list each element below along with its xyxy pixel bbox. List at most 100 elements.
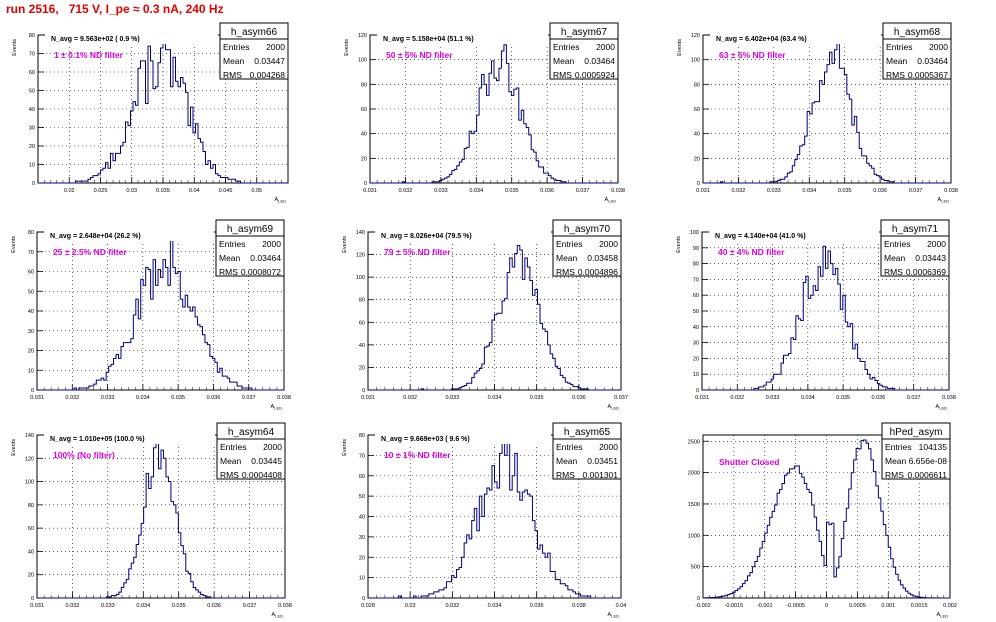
stats-value-entries: 2000 <box>263 442 282 452</box>
panel-h_asym64: 0.031 0.032 0.033 0.034 0.035 0.036 0.037 0.038… <box>11 422 292 619</box>
x-axis-label-subscript: LED <box>941 199 949 204</box>
x-axis-label: ALED <box>271 404 283 411</box>
y-axis-label: Events <box>677 39 683 56</box>
y-tick-label: 10 <box>693 372 699 378</box>
histogram-name: hPed_asym <box>890 427 943 438</box>
x-tick-label: 0.032 <box>732 188 746 194</box>
x-axis-label-subscript: LED <box>611 406 619 411</box>
stats-value-entries: 2000 <box>927 239 946 249</box>
x-tick-label: 0.031 <box>695 395 709 401</box>
y-tick-label: 60 <box>359 474 365 480</box>
stats-label-entries: Entries <box>220 442 246 452</box>
y-tick-label: 80 <box>361 82 367 88</box>
navg-label: N_avg = 5.158e+04 (51.1 %) <box>383 36 474 43</box>
histogram-name: h_asym67 <box>561 27 608 38</box>
y-tick-label: 40 <box>29 107 35 113</box>
panel-h_asym66: 0.02 0.025 0.03 0.035 0.04 0.045 0.05 0 10 20 30 40… <box>12 22 289 204</box>
stats-label-mean: Mean <box>556 456 578 466</box>
navg-label: N_avg = 8.026e+04 (79.5 %) <box>381 233 472 240</box>
stats-label-entries: Entries <box>556 442 582 452</box>
stats-label-rms: RMS <box>886 70 905 80</box>
y-tick-label: 2500 <box>688 439 700 445</box>
x-tick-label: -0.002 <box>695 603 711 609</box>
histogram-name: h_asym64 <box>228 427 275 438</box>
stats-value-mean: 0.03464 <box>250 253 281 263</box>
y-tick-label: 0 <box>697 596 700 602</box>
y-tick-label: 60 <box>28 526 34 532</box>
x-tick-label: 0.035 <box>530 395 544 401</box>
x-tick-label: 0.036 <box>540 188 554 194</box>
x-tick-label: 0.035 <box>172 603 186 609</box>
x-tick-label: 0.032 <box>399 188 413 194</box>
stats-value-rms: 0.0008072 <box>241 267 281 277</box>
histogram-bars <box>702 245 949 391</box>
y-tick-label: 30 <box>693 341 699 347</box>
stats-label-rms: RMS <box>884 267 903 277</box>
histogram-bars <box>38 40 288 184</box>
y-tick-label: 1000 <box>688 533 700 539</box>
y-tick-label: 60 <box>693 293 699 299</box>
stats-label-rms: RMS <box>223 70 242 80</box>
stats-label-mean: Mean <box>884 253 906 263</box>
y-tick-label: 0 <box>32 181 35 187</box>
navg-box <box>44 230 214 241</box>
y-tick-label: 40 <box>693 325 699 331</box>
histogram-bars <box>370 44 618 184</box>
x-tick-label: 0.037 <box>243 603 257 609</box>
y-tick-label: 40 <box>359 343 365 349</box>
y-tick-label: 0 <box>31 388 34 394</box>
x-axis-label-subscript: LED <box>940 614 948 619</box>
y-tick-label: 70 <box>359 453 365 459</box>
x-tick-label: 0.038 <box>572 603 586 609</box>
stats-value-entries: 2000 <box>266 42 285 52</box>
x-axis-label: ALED <box>608 612 620 619</box>
y-tick-label: 40 <box>28 549 34 555</box>
y-tick-label: 40 <box>694 132 700 138</box>
x-tick-label: 0.045 <box>219 188 233 194</box>
x-tick-label: 0.033 <box>766 395 780 401</box>
y-tick-label: 0 <box>362 388 365 394</box>
stats-label-mean: Mean <box>886 56 908 66</box>
x-tick-label: 0.031 <box>30 603 44 609</box>
y-tick-label: 60 <box>359 320 365 326</box>
y-tick-label: 40 <box>28 309 34 315</box>
stats-value-mean: 0.03451 <box>587 456 618 466</box>
stats-value-mean: 0.03447 <box>254 56 285 66</box>
y-tick-label: 70 <box>29 52 35 58</box>
y-tick-label: 0 <box>364 181 367 187</box>
stats-label-rms: RMS <box>553 70 572 80</box>
panel-h_asym70: 0.031 0.032 0.033 0.034 0.035 0.036 0.037 0 20 40… <box>342 219 628 411</box>
y-axis-label: Events <box>342 439 348 456</box>
y-tick-label: 0 <box>362 596 365 602</box>
y-axis-label: Events <box>344 39 350 56</box>
y-tick-label: 2000 <box>688 471 700 477</box>
x-tick-label: 0.05 <box>251 188 262 194</box>
y-tick-label: 100 <box>358 58 367 64</box>
stats-box <box>216 422 286 480</box>
y-tick-label: 120 <box>358 33 367 39</box>
navg-box <box>44 433 215 444</box>
filter-annotation: 79 ± 5% ND filter <box>384 247 451 257</box>
stats-label-entries: Entries <box>886 42 912 52</box>
navg-label: N_avg = 9.563e+02 ( 0.9 %) <box>51 36 140 43</box>
x-tick-label: 0.034 <box>136 395 150 401</box>
x-tick-label: 0.032 <box>66 603 80 609</box>
x-tick-label: 0.03 <box>405 603 416 609</box>
x-tick-label: 0.036 <box>572 395 586 401</box>
y-tick-label: 60 <box>29 70 35 76</box>
y-tick-label: 20 <box>28 349 34 355</box>
x-tick-label: 0.033 <box>101 603 115 609</box>
histogram-name: h_asym65 <box>564 427 611 438</box>
x-tick-label: 0.036 <box>530 603 544 609</box>
stats-box <box>552 219 622 277</box>
x-axis-label-subscript: LED <box>611 614 619 619</box>
y-tick-label: 30 <box>28 329 34 335</box>
stats-value-mean: 0.03464 <box>584 56 615 66</box>
y-tick-label: 120 <box>25 456 34 462</box>
stats-box <box>215 219 285 277</box>
x-tick-label: 0.031 <box>363 188 377 194</box>
stats-value-entries: 2000 <box>262 239 281 249</box>
x-tick-label: 0.034 <box>469 188 483 194</box>
y-tick-label: 10 <box>29 163 35 169</box>
stats-box <box>549 22 619 80</box>
